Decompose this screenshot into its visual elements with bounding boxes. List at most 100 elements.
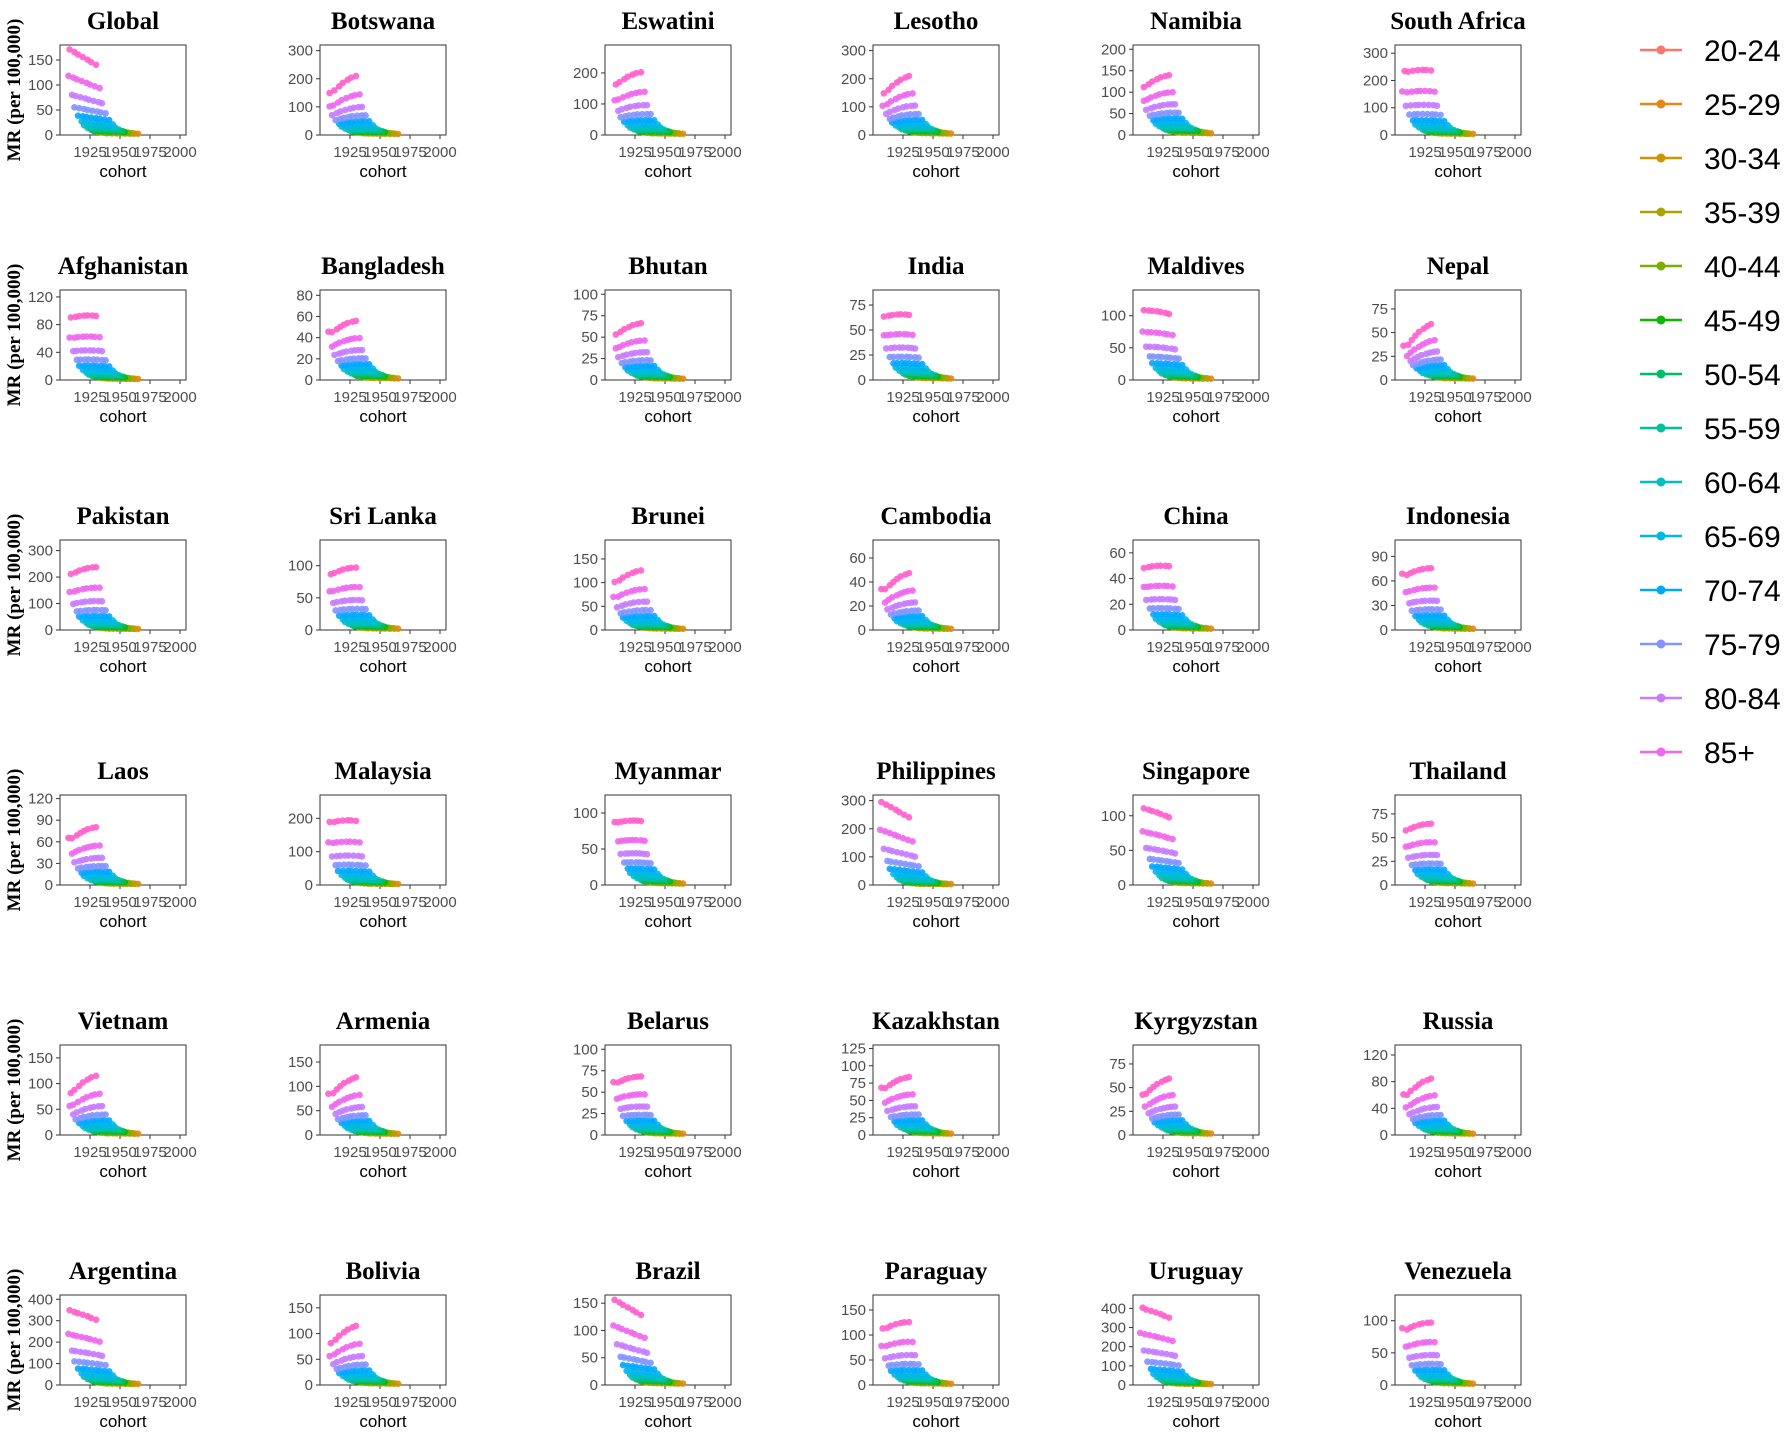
x-axis-label: cohort [359, 162, 407, 181]
panel-title: Eswatini [621, 8, 714, 35]
y-tick-label: 0 [1380, 622, 1388, 639]
x-tick-label: 1975 [1206, 144, 1239, 161]
data-point [90, 347, 97, 354]
data-point [331, 87, 338, 94]
y-tick-label: 80 [36, 317, 53, 334]
x-tick-label: 2000 [708, 639, 741, 656]
x-tick-label: 1950 [1176, 1394, 1209, 1411]
data-point [643, 1103, 651, 1111]
x-axis-label: cohort [1172, 1162, 1220, 1181]
data-point [643, 850, 651, 858]
x-tick-label: 1975 [393, 389, 426, 406]
data-point [1437, 111, 1444, 119]
x-tick-label: 1925 [73, 389, 106, 406]
y-tick-label: 20 [849, 598, 866, 615]
y-tick-label: 25 [1371, 853, 1388, 870]
data-point [102, 1361, 109, 1369]
data-point [98, 347, 106, 355]
data-point [338, 356, 345, 364]
y-tick-label: 50 [849, 1092, 866, 1109]
y-tick-label: 150 [288, 1300, 313, 1317]
data-point [641, 1334, 648, 1342]
y-tick-label: 60 [36, 834, 53, 851]
data-point [362, 112, 369, 119]
panel-title: Botswana [331, 8, 436, 35]
data-point [918, 1367, 926, 1374]
x-tick-label: 1950 [363, 1394, 396, 1411]
data-point [915, 862, 922, 870]
panel-title: India [908, 253, 965, 280]
data-point [1171, 346, 1179, 353]
x-tick-label: 1925 [73, 639, 106, 656]
data-point [362, 355, 369, 362]
x-tick-label: 1975 [678, 144, 711, 161]
y-tick-label: 150 [841, 1302, 866, 1319]
y-tick-label: 0 [1380, 1127, 1388, 1144]
y-tick-label: 50 [1109, 106, 1126, 123]
x-tick-label: 2000 [708, 1144, 741, 1161]
x-axis-label: cohort [1434, 657, 1482, 676]
x-tick-label: 1925 [1146, 639, 1179, 656]
data-point [909, 331, 916, 339]
panel-title: Global [87, 8, 159, 35]
x-axis-label: cohort [359, 912, 407, 931]
data-point [328, 328, 336, 336]
data-point [353, 112, 361, 120]
data-point [636, 337, 644, 344]
data-point [918, 116, 926, 124]
panel-title: Belarus [627, 1008, 709, 1035]
data-point [1140, 83, 1148, 91]
data-point [637, 817, 645, 825]
data-point [1169, 835, 1176, 843]
data-point [1409, 67, 1417, 75]
data-point [109, 121, 117, 128]
data-point [347, 118, 355, 126]
x-tick-label: 1950 [1176, 894, 1209, 911]
x-tick-label: 1925 [618, 144, 651, 161]
y-tick-label: 0 [305, 1377, 313, 1394]
data-point [634, 111, 641, 118]
y-tick-label: 100 [573, 1322, 598, 1339]
data-point [349, 112, 356, 120]
x-tick-label: 1950 [648, 144, 681, 161]
x-tick-label: 2000 [163, 1144, 196, 1161]
y-tick-label: 50 [36, 1101, 53, 1118]
data-point [350, 104, 357, 112]
data-point [1431, 336, 1438, 344]
y-tick-label: 100 [288, 99, 313, 116]
x-tick-label: 1925 [618, 1394, 651, 1411]
y-tick-label: 100 [288, 1326, 313, 1343]
data-point [1175, 859, 1182, 867]
x-tick-label: 1950 [1438, 389, 1471, 406]
x-tick-label: 1975 [133, 389, 166, 406]
y-tick-label: 100 [573, 96, 598, 113]
data-point [351, 334, 359, 342]
data-point [81, 347, 89, 354]
data-point [102, 1111, 109, 1118]
panel-title: Malaysia [334, 758, 432, 785]
data-point [365, 361, 373, 368]
y-tick-label: 20 [296, 351, 313, 368]
x-axis-label: cohort [359, 1412, 407, 1431]
panel-title: Brunei [631, 503, 705, 530]
y-tick-label: 50 [849, 1352, 866, 1369]
y-tick-label: 150 [28, 1050, 53, 1067]
x-axis-label: cohort [99, 407, 147, 426]
data-point [638, 356, 646, 364]
y-tick-label: 300 [28, 543, 53, 560]
x-tick-label: 1950 [103, 144, 136, 161]
data-point [643, 348, 651, 356]
data-point [896, 330, 903, 338]
x-tick-label: 1975 [393, 1144, 426, 1161]
x-axis-label: cohort [912, 162, 960, 181]
y-tick-label: 200 [841, 71, 866, 88]
x-tick-label: 1975 [678, 894, 711, 911]
data-point [1440, 1117, 1448, 1124]
data-point [345, 361, 353, 368]
data-point [365, 1367, 373, 1374]
data-point [905, 311, 913, 319]
panel-title: Afghanistan [58, 253, 189, 280]
data-point [96, 84, 103, 92]
